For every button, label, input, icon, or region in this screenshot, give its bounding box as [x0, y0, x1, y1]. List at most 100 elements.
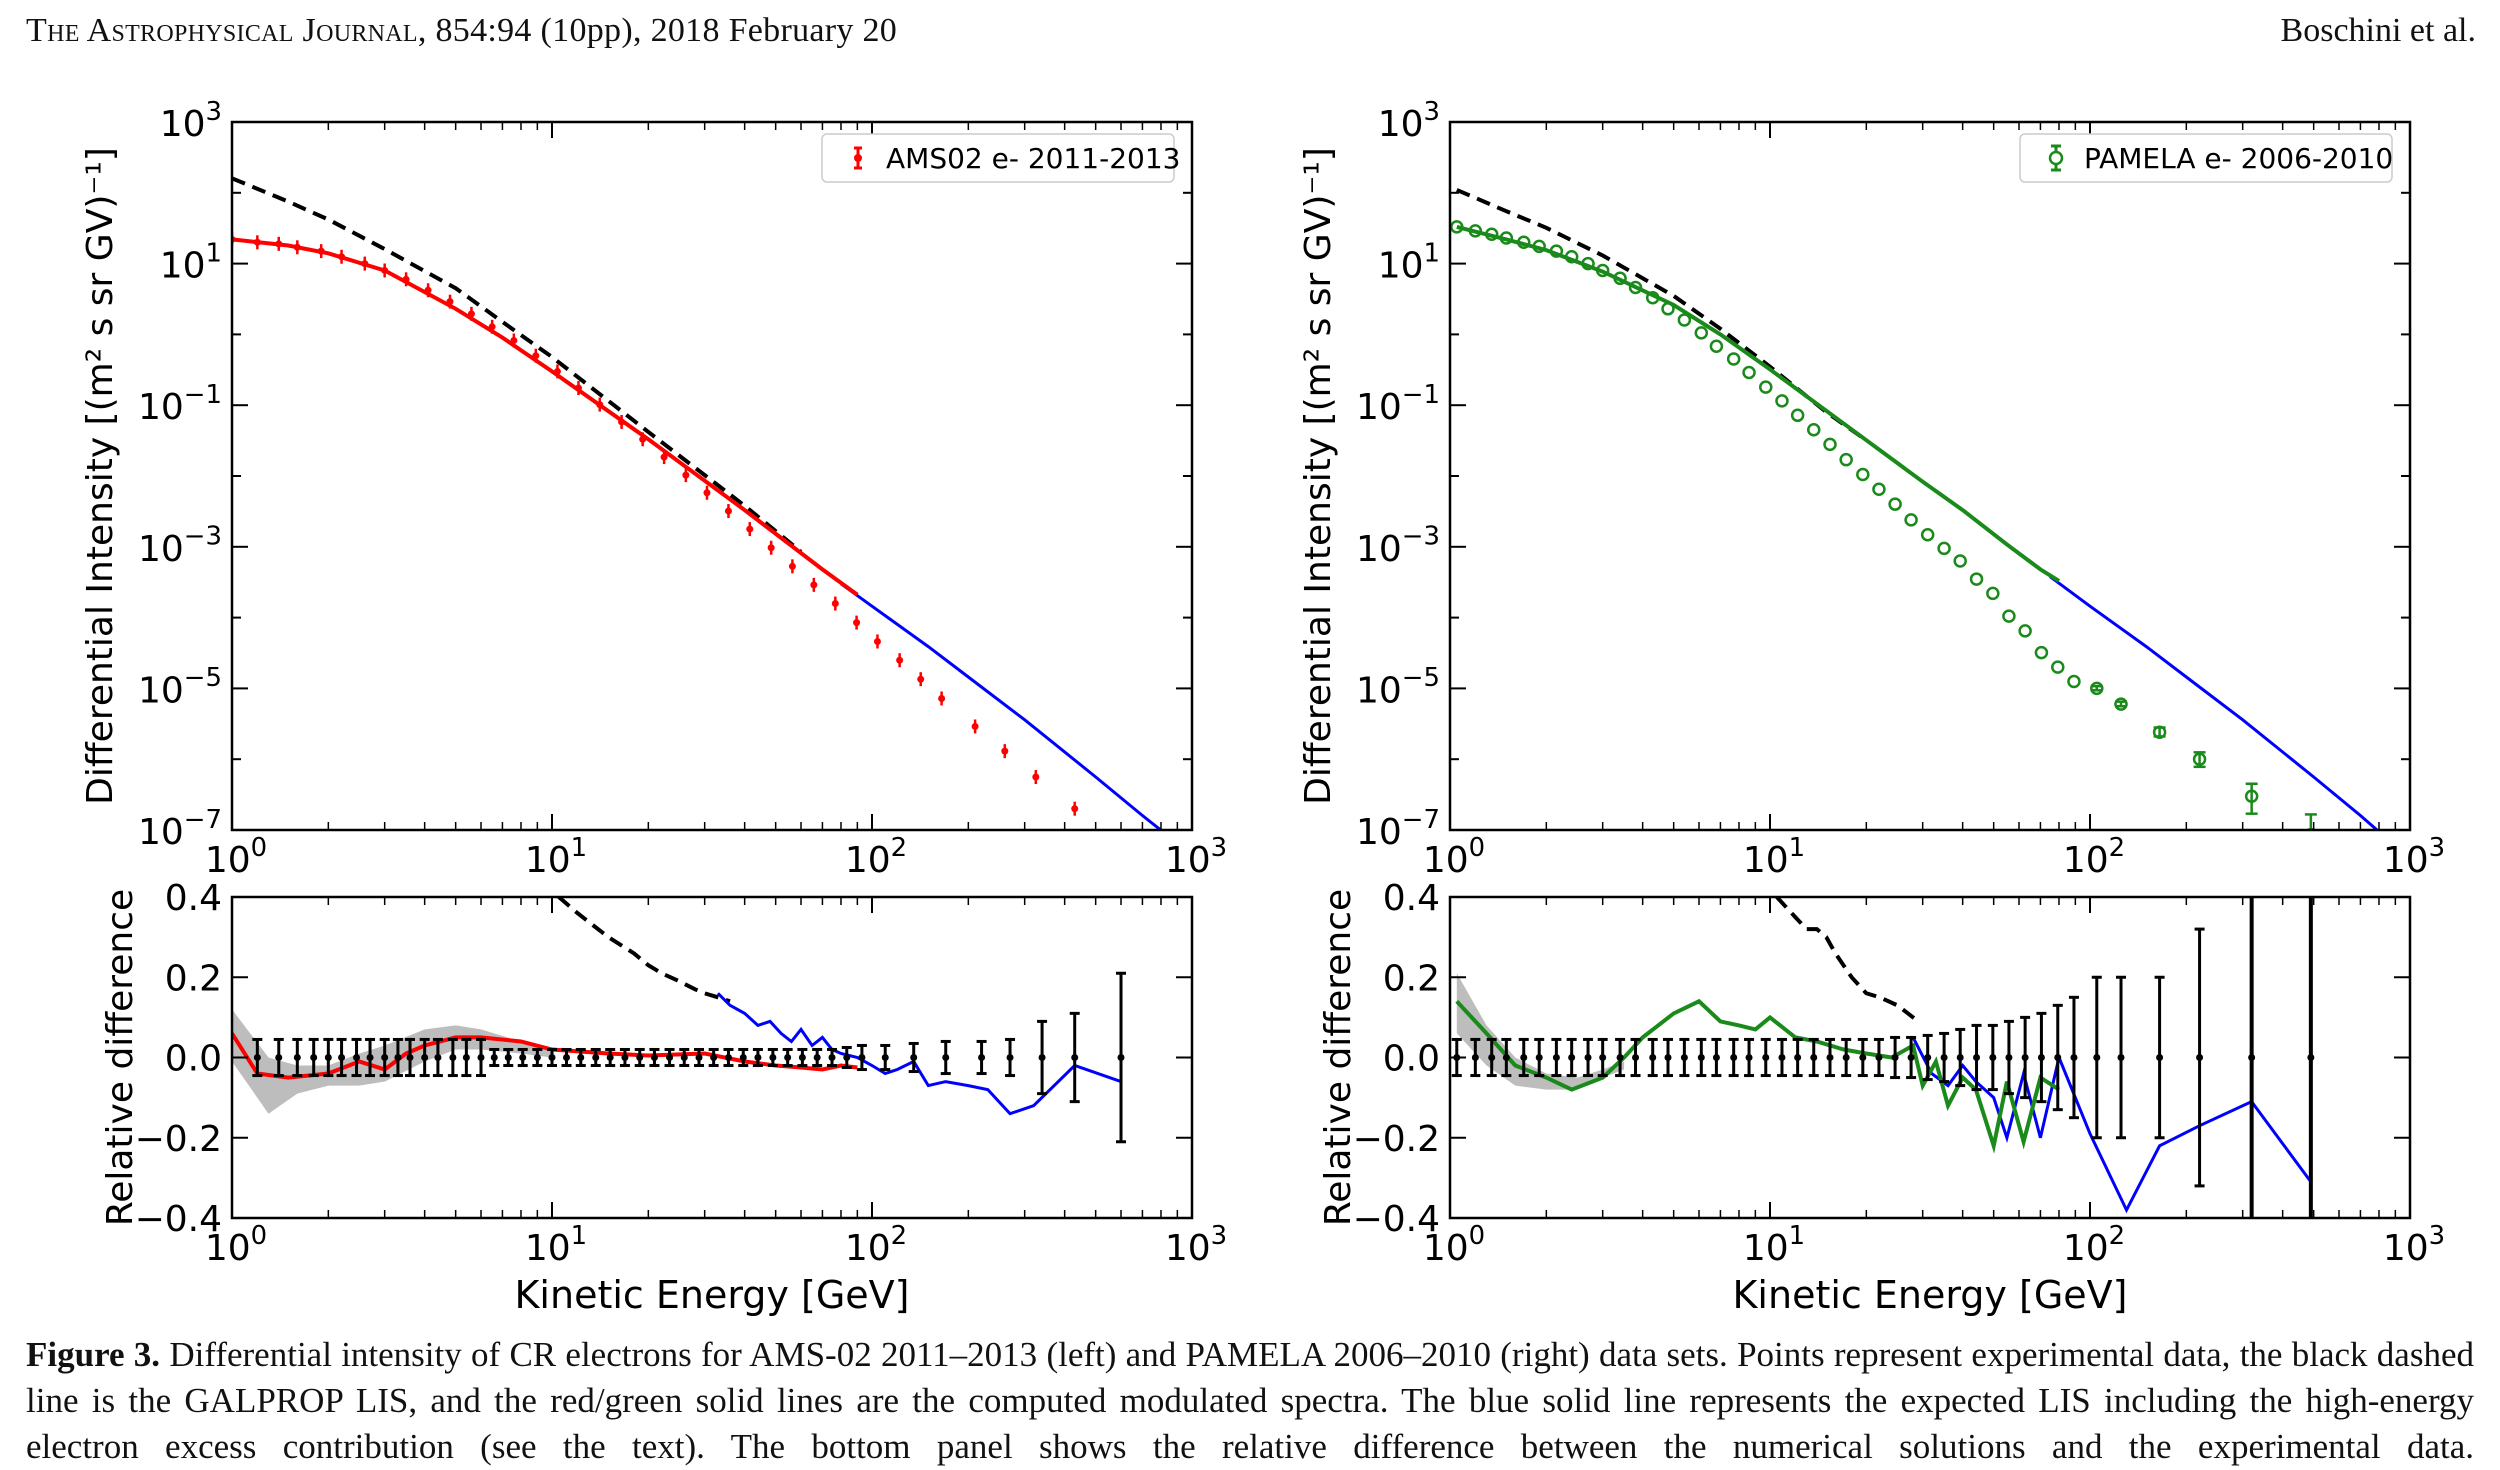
left-bottom-y-tick-label: −0.4: [135, 1199, 222, 1240]
right-top-lis-excess-line: [2049, 575, 2380, 830]
right-bottom-residual-point: [1535, 1054, 1543, 1061]
right-bottom-residual-point: [2117, 1054, 2125, 1061]
left-top-data-point: [831, 600, 839, 608]
right-bottom-residual-point: [1520, 1054, 1528, 1061]
right-top-x-tick-label: 102: [2063, 833, 2125, 881]
left-bottom-residual-point: [324, 1054, 332, 1061]
right-top-y-axis-label: Differential Intensity [(m² s sr GV)⁻¹]: [1298, 147, 1339, 805]
right-top-data-point: [1709, 339, 1724, 354]
left-bottom-residual-point: [449, 1054, 457, 1061]
right-top-data-point: [2090, 681, 2104, 696]
right-top-data-point: [1677, 313, 1692, 327]
right-bottom-residual-point: [1712, 1054, 1720, 1061]
right-top-frame: [1448, 120, 2412, 832]
left-bottom-residual-point: [769, 1054, 777, 1061]
right-bottom-residual-point: [1810, 1054, 1818, 1061]
right-top-data-point: [1807, 423, 1821, 437]
left-bottom-residual-point: [881, 1054, 889, 1061]
right-top-data-point: [2067, 674, 2081, 689]
left-bottom-residual-point: [548, 1054, 556, 1061]
right-bottom-residual-point: [1649, 1054, 1657, 1061]
right-bottom-residual-point: [1471, 1054, 1479, 1061]
right-top-data-point: [1564, 249, 1579, 264]
left-top-data-point: [361, 260, 369, 268]
right-top-data-point: [1969, 572, 1984, 586]
left-bottom-residual-point: [563, 1054, 571, 1061]
right-bottom-residual-point: [1891, 1054, 1899, 1061]
right-bottom-x-tick-label: 102: [2063, 1221, 2125, 1269]
left-top-data-point: [402, 275, 410, 283]
left-top-data-point: [424, 286, 432, 294]
right-top-data-point: [1450, 220, 1464, 234]
left-top-data-point: [971, 722, 979, 730]
left-bottom-x-tick-label: 100: [205, 1221, 267, 1269]
right-top-data-point: [1937, 541, 1951, 556]
left-bottom-y-tick-label: 0.4: [165, 878, 222, 919]
left-bottom-residual-point: [592, 1054, 600, 1061]
left-bottom-galprop-lis-line: [557, 897, 731, 1004]
right-top-data-point: [1920, 527, 1935, 542]
left-bottom-y-tick-label: −0.2: [135, 1119, 222, 1160]
right-top-data-point: [1986, 586, 2000, 601]
right-bottom-residual-point: [1989, 1054, 1997, 1061]
right-bottom-residual-point: [2021, 1054, 2029, 1061]
left-bottom-residual-point: [310, 1054, 318, 1061]
left-top-data-point: [293, 243, 301, 251]
right-bottom-residual-point: [1730, 1054, 1738, 1061]
left-bottom-residual-point: [666, 1054, 674, 1061]
right-top-y-tick-label: 101: [1378, 238, 1440, 286]
right-top-x-tick-label: 100: [1423, 833, 1485, 881]
left-bottom-residual-point: [381, 1054, 389, 1061]
right-top-y-tick-label: 10−5: [1356, 663, 1440, 711]
right-bottom-y-axis-label: Relative difference: [1318, 889, 1359, 1226]
left-top-y-tick-label: 101: [160, 238, 222, 286]
figure-caption: Figure 3. Differential intensity of CR e…: [26, 1332, 2474, 1470]
left-bottom-residual-point: [338, 1054, 346, 1061]
left-top-data-point: [510, 337, 518, 345]
left-bottom-residual-point: [533, 1054, 541, 1061]
left-bottom-residual-point: [910, 1054, 918, 1061]
left-top-galprop-lis-line: [232, 176, 803, 554]
left-top-legend-marker: [854, 154, 862, 162]
left-top-data-point: [574, 384, 582, 392]
left-bottom-residual-point: [519, 1054, 527, 1061]
right-bottom-residual-point: [1502, 1054, 1510, 1061]
left-top-data-point: [1032, 773, 1040, 781]
right-top-data-point: [1775, 394, 1789, 408]
right-bottom-residual-point: [1907, 1054, 1915, 1061]
left-bottom-x-tick-label: 102: [845, 1221, 907, 1269]
left-bottom-residual-point: [1117, 1054, 1125, 1061]
right-bottom-residual-point: [1552, 1054, 1560, 1061]
left-bottom-residual-point: [754, 1054, 762, 1061]
left-top-data-point: [596, 401, 604, 409]
right-top-data-point: [1549, 244, 1564, 258]
left-bottom-residual-point: [462, 1054, 470, 1061]
right-bottom-residual-point: [1956, 1054, 1964, 1061]
left-bottom-residual-point: [275, 1054, 283, 1061]
left-top-data-point: [275, 240, 283, 248]
left-top-data-point: [317, 247, 325, 255]
right-bottom-residual-point: [1664, 1054, 1672, 1061]
right-top-y-tick-label: 10−3: [1356, 522, 1440, 570]
left-bottom-residual-point: [490, 1054, 498, 1061]
left-bottom-residual-point: [577, 1054, 585, 1061]
left-top-data-point: [788, 562, 796, 570]
author-header: Boschini et al.: [2280, 12, 2476, 49]
left-top-data-point: [467, 310, 475, 318]
right-top-modulated-line: [1456, 224, 2061, 583]
left-bottom-y-axis-label: Relative difference: [100, 889, 141, 1226]
left-top-modulated-line: [232, 237, 859, 597]
right-bottom-residual-point: [1632, 1054, 1640, 1061]
left-bottom-y-tick-label: 0.0: [165, 1039, 222, 1080]
left-top-data-point: [1001, 747, 1009, 755]
left-bottom-residual-point: [695, 1054, 703, 1061]
right-bottom-residual-point: [1940, 1054, 1948, 1061]
left-bottom-residual-point: [394, 1054, 402, 1061]
left-top-data-point: [446, 298, 454, 306]
right-bottom-residual-point: [1794, 1054, 1802, 1061]
right-top-data-point: [2114, 697, 2128, 711]
right-top-data-point: [1742, 365, 1756, 380]
left-top-legend-box: [821, 133, 1175, 183]
left-top-data-point: [532, 352, 540, 360]
right-top-data-point: [1613, 271, 1627, 286]
